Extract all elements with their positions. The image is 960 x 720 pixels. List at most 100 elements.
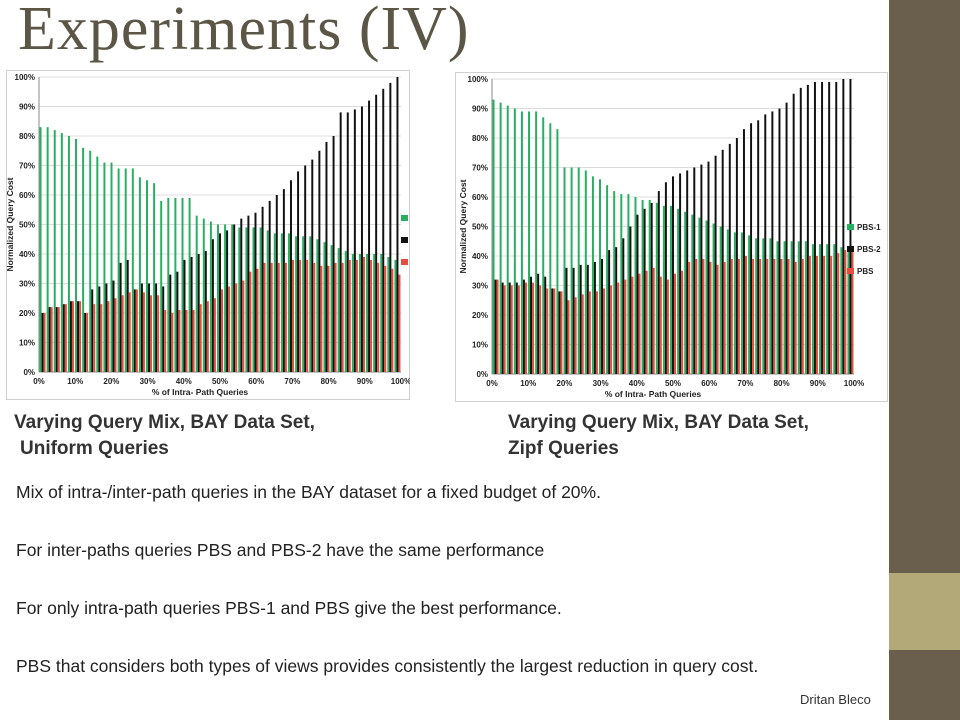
bar-pbs xyxy=(517,285,520,374)
bar-pbs-1 xyxy=(231,224,234,372)
bar-pbs-1 xyxy=(53,130,56,372)
bar-pbs-1 xyxy=(46,127,49,373)
bar-pbs-2 xyxy=(69,301,72,372)
bar-pbs-2 xyxy=(48,307,51,372)
right-accent-bar xyxy=(889,0,960,720)
bar-pbs-1 xyxy=(96,156,99,372)
bar-pbs xyxy=(362,256,365,372)
bar-pbs-2 xyxy=(126,259,129,372)
bar-pbs xyxy=(716,264,719,374)
bar-pbs xyxy=(50,307,53,372)
bar-pbs xyxy=(780,258,783,374)
bar-pbs-1 xyxy=(273,233,276,372)
bar-pbs-2 xyxy=(721,149,724,374)
y-tick-label: 10% xyxy=(19,339,35,348)
bar-pbs xyxy=(57,307,60,372)
bar-pbs-2 xyxy=(112,280,115,372)
bar-pbs-1 xyxy=(762,238,765,374)
bar-pbs-1 xyxy=(181,197,184,372)
bar-pbs xyxy=(270,262,273,372)
bar-pbs-2 xyxy=(558,291,561,374)
bar-pbs-1 xyxy=(584,170,587,374)
y-tick-label: 100% xyxy=(468,75,488,84)
bar-pbs xyxy=(100,304,103,372)
bar-pbs xyxy=(306,259,309,372)
bar-pbs-2 xyxy=(707,161,710,374)
x-tick-label: 80% xyxy=(774,379,790,388)
bar-pbs xyxy=(313,262,316,372)
bar-pbs-2 xyxy=(785,102,788,374)
caption-zipf-line2: Zipf Queries xyxy=(508,438,619,459)
y-tick-label: 30% xyxy=(19,280,35,289)
bar-pbs-2 xyxy=(396,77,399,372)
bar-pbs-2 xyxy=(162,286,165,372)
bar-pbs-2 xyxy=(382,88,385,373)
bar-pbs-1 xyxy=(75,138,78,372)
bar-pbs xyxy=(370,259,373,372)
bar-pbs xyxy=(652,267,655,374)
caption-zipf-line1: Varying Query Mix, BAY Data Set, xyxy=(508,412,809,433)
bar-pbs xyxy=(292,259,294,372)
bar-pbs-2 xyxy=(686,170,689,374)
bar-pbs-1 xyxy=(202,218,205,372)
bar-pbs-2 xyxy=(615,247,618,374)
bar-pbs-2 xyxy=(389,82,392,373)
bar-pbs-1 xyxy=(670,205,672,374)
bar-pbs xyxy=(539,285,542,374)
bar-pbs xyxy=(801,258,804,374)
bar-pbs-1 xyxy=(627,194,630,374)
bar-pbs-2 xyxy=(148,283,150,372)
bar-pbs xyxy=(142,292,145,372)
bar-pbs-1 xyxy=(174,197,177,372)
bar-pbs-1 xyxy=(804,241,807,374)
bar-pbs-2 xyxy=(91,289,94,372)
y-tick-label: 90% xyxy=(19,103,35,112)
bar-pbs xyxy=(256,268,259,372)
y-tick-label: 90% xyxy=(472,105,488,114)
x-tick-label: 0% xyxy=(33,377,45,386)
bar-pbs-2 xyxy=(360,106,363,372)
x-tick-label: 40% xyxy=(176,377,192,386)
bar-pbs xyxy=(610,285,613,374)
bar-pbs-2 xyxy=(799,87,802,374)
x-tick-label: 30% xyxy=(140,377,156,386)
bar-pbs-1 xyxy=(259,227,262,372)
bar-pbs-2 xyxy=(522,279,525,374)
bar-pbs-1 xyxy=(316,239,319,372)
x-tick-label: 80% xyxy=(321,377,337,386)
bar-pbs-2 xyxy=(778,108,781,374)
bar-pbs-2 xyxy=(353,109,356,372)
y-tick-label: 80% xyxy=(19,132,35,141)
bar-pbs-1 xyxy=(712,223,715,374)
bar-pbs-1 xyxy=(67,136,70,372)
y-tick-label: 60% xyxy=(472,193,488,202)
bar-pbs xyxy=(242,280,245,372)
bar-pbs-1 xyxy=(103,162,106,372)
bar-pbs-1 xyxy=(146,180,148,372)
bar-pbs-1 xyxy=(499,102,502,374)
bar-pbs-1 xyxy=(266,230,269,372)
bar-pbs-1 xyxy=(82,147,85,372)
bar-pbs xyxy=(284,262,287,372)
y-tick-label: 0% xyxy=(476,370,488,379)
bar-pbs-2 xyxy=(55,307,58,372)
bar-pbs-1 xyxy=(748,235,751,374)
bar-pbs xyxy=(263,262,266,372)
bar-pbs-1 xyxy=(358,254,361,372)
bar-pbs-1 xyxy=(613,191,616,374)
bar-pbs xyxy=(532,282,535,374)
x-tick-label: 60% xyxy=(701,379,717,388)
bar-pbs-1 xyxy=(238,227,241,372)
bar-pbs-2 xyxy=(204,251,207,372)
bar-pbs-2 xyxy=(537,273,540,374)
legend-swatch-pbs-2 xyxy=(401,237,408,243)
bar-pbs xyxy=(709,261,712,374)
bar-pbs-1 xyxy=(691,214,694,374)
bar-pbs-2 xyxy=(629,226,632,374)
bar-pbs xyxy=(510,285,513,374)
bar-pbs-2 xyxy=(586,264,589,374)
bar-pbs-2 xyxy=(169,274,172,372)
bar-pbs-2 xyxy=(750,123,753,374)
bar-pbs xyxy=(588,291,591,374)
x-axis-title: % of Intra- Path Queries xyxy=(152,387,249,397)
